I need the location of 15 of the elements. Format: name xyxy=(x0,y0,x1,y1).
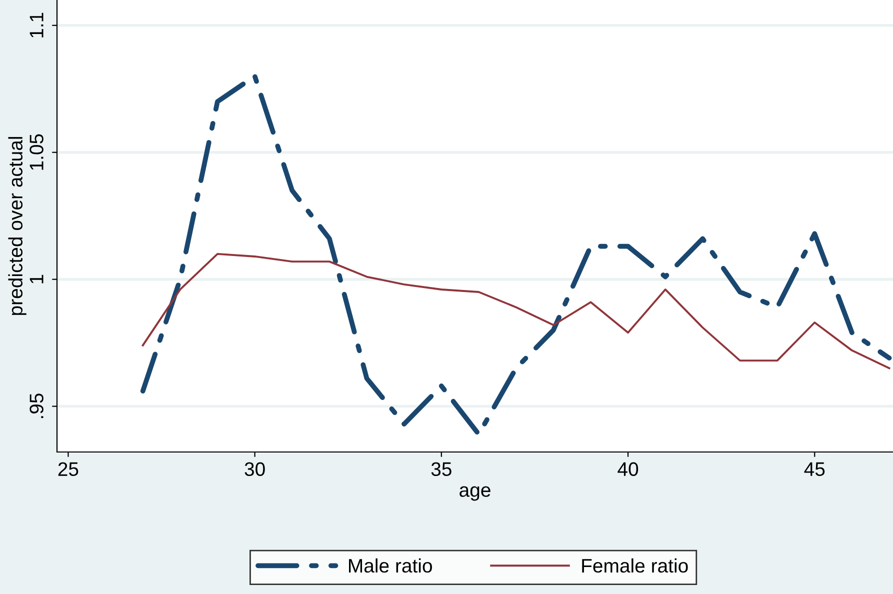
x-tick-label: 25 xyxy=(58,462,78,476)
y-tick-label: 1.1 xyxy=(30,12,44,38)
y-tick-label: 1.05 xyxy=(30,134,44,170)
y-tick-label: .95 xyxy=(30,394,44,418)
x-tick-label: 45 xyxy=(804,462,825,476)
legend-label: Male ratio xyxy=(349,558,432,573)
line-series xyxy=(142,252,890,370)
legend-label: Female ratio xyxy=(582,558,688,573)
y-tick-label: 1 xyxy=(30,274,44,284)
y-axis-title: predicted over actual xyxy=(8,137,26,315)
x-tick-label: 35 xyxy=(431,462,452,476)
x-axis-title: age xyxy=(460,486,490,501)
x-tick-label: 40 xyxy=(618,462,638,476)
line-series xyxy=(140,74,892,437)
x-tick-label: 30 xyxy=(244,462,265,476)
